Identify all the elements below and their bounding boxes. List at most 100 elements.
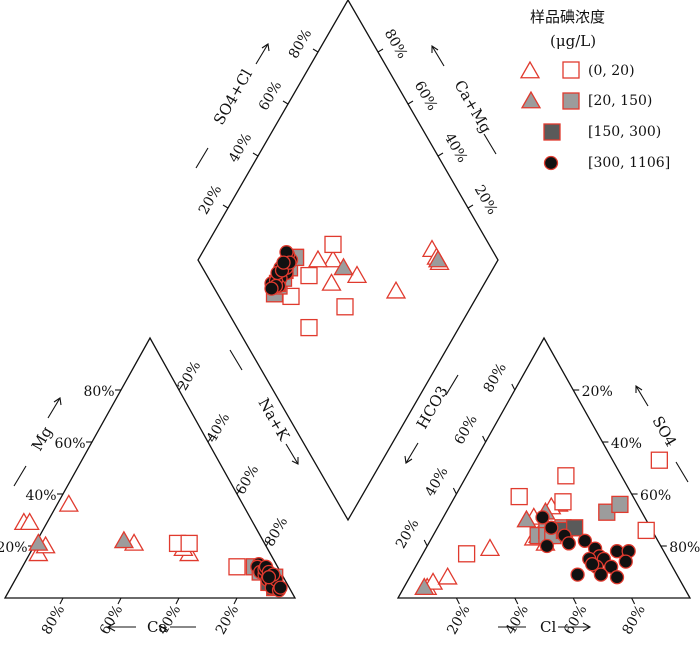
legend-square-20-150 (562, 92, 580, 110)
ca-mg-tick-label: 80% (381, 27, 410, 62)
legend-label-20-150: [20, 150) (588, 93, 652, 109)
tick-mark (236, 487, 242, 495)
data-point-triangle (322, 249, 344, 268)
axis-label-cl: Cl (540, 618, 556, 636)
data-point-triangle (516, 509, 537, 528)
axis-label-so4: SO4 (649, 413, 681, 450)
data-point-circle (535, 510, 550, 525)
data-point-circle (570, 567, 585, 582)
axis-label-so4-cl: SO4+Cl (210, 66, 256, 128)
tick-mark (452, 487, 457, 495)
legend-title: 样品碘浓度 (530, 8, 605, 26)
data-points (13, 235, 668, 598)
axis-label-mg: Mg (28, 423, 56, 454)
mg-tick-label: 20% (0, 540, 28, 556)
so4-cl-tick-label: 40% (226, 131, 255, 166)
data-point-circle (544, 520, 559, 535)
mg-tick-label: 40% (25, 488, 56, 504)
arrow-na-k-icon (229, 349, 299, 465)
legend-unit: (μg/L) (550, 32, 596, 50)
tick-mark (117, 597, 122, 605)
na-k-tick-label: 20% (175, 359, 204, 394)
hco3-tick-label: 20% (393, 517, 422, 552)
arrow-so4-icon (635, 384, 689, 483)
data-point-triangle (437, 566, 458, 585)
arrow-ca-icon (106, 622, 196, 632)
tick-mark (511, 383, 516, 391)
arrow-hco3-icon (404, 374, 459, 464)
legend-circle-300-1106 (543, 155, 559, 171)
data-point-circle (618, 554, 633, 569)
tick-mark (233, 597, 238, 605)
tick-mark (222, 204, 229, 209)
data-point-triangle (58, 494, 79, 512)
tick-mark (252, 152, 259, 157)
data-point-circle (276, 255, 291, 270)
arrow-mg-icon (13, 397, 62, 487)
tick-mark (407, 100, 414, 105)
mg-tick-label: 60% (54, 436, 85, 452)
cl-tick-label: 60% (561, 603, 590, 638)
hco3-tick-label: 80% (481, 361, 510, 396)
arrow-cl-icon (498, 622, 592, 632)
so4-cl-tick-label: 60% (256, 79, 285, 114)
hco3-tick-label: 40% (422, 465, 451, 500)
tick-mark (423, 539, 428, 547)
data-point-circle (561, 536, 576, 551)
cl-tick-label: 20% (444, 603, 473, 638)
data-point-square (324, 235, 342, 254)
ca-tick-label: 80% (39, 603, 68, 638)
legend-square-150-300 (543, 123, 561, 141)
data-point-circle (539, 538, 555, 554)
tick-mark (572, 597, 577, 605)
ca-tick-label: 60% (97, 603, 126, 638)
data-point-circle (261, 570, 277, 585)
tick-mark (59, 597, 64, 605)
data-point-circle (593, 567, 609, 582)
na-k-tick-label: 60% (233, 463, 262, 498)
data-point-square (457, 545, 476, 563)
legend-triangle-20-150 (520, 90, 542, 109)
data-point-circle (273, 580, 288, 595)
data-point-circle (577, 533, 593, 548)
so4-tick-label: 80% (669, 540, 700, 556)
hco3-tick-label: 60% (451, 413, 480, 448)
ca-mg-tick-label: 40% (441, 131, 470, 166)
ca-mg-tick-label: 60% (411, 79, 440, 114)
tick-mark (437, 152, 444, 157)
tick-mark (178, 383, 184, 391)
data-point-triangle (19, 512, 40, 530)
data-point-square (300, 318, 318, 337)
data-point-square (300, 266, 318, 285)
legend: 样品碘浓度 (μg/L) (0, 20) [20, 150) [150, 300… (519, 8, 670, 171)
tick-mark (467, 204, 474, 209)
arrow-so4-cl-icon (195, 43, 270, 169)
axis-label-hco3: HCO3 (413, 383, 452, 432)
legend-label-150-300: [150, 300) (588, 124, 661, 140)
data-point-circle (264, 281, 279, 296)
data-point-triangle (28, 533, 49, 551)
data-point-square (566, 519, 584, 537)
data-point-circle (609, 570, 625, 585)
so4-tick-label: 40% (611, 436, 642, 452)
cation-triangle (3, 336, 297, 599)
data-point-triangle (385, 280, 407, 299)
data-point-triangle (113, 530, 135, 549)
data-point-square (510, 487, 528, 506)
ca-mg-tick-label: 20% (471, 183, 500, 218)
data-point-circle (585, 557, 600, 572)
tick-mark (455, 597, 460, 605)
legend-label-300-1106: [300, 1106] (588, 155, 670, 171)
so4-cl-tick-label: 80% (286, 27, 315, 62)
data-point-square (336, 298, 354, 316)
data-point-square (554, 493, 572, 511)
cl-tick-label: 40% (503, 603, 532, 638)
tick-mark (377, 48, 384, 53)
data-point-square (637, 521, 655, 540)
data-point-triangle (333, 257, 354, 276)
tick-mark (514, 597, 519, 605)
data-point-square (650, 451, 668, 469)
legend-square-0-20 (562, 61, 580, 79)
tick-mark (175, 597, 180, 605)
tick-mark (312, 48, 319, 53)
